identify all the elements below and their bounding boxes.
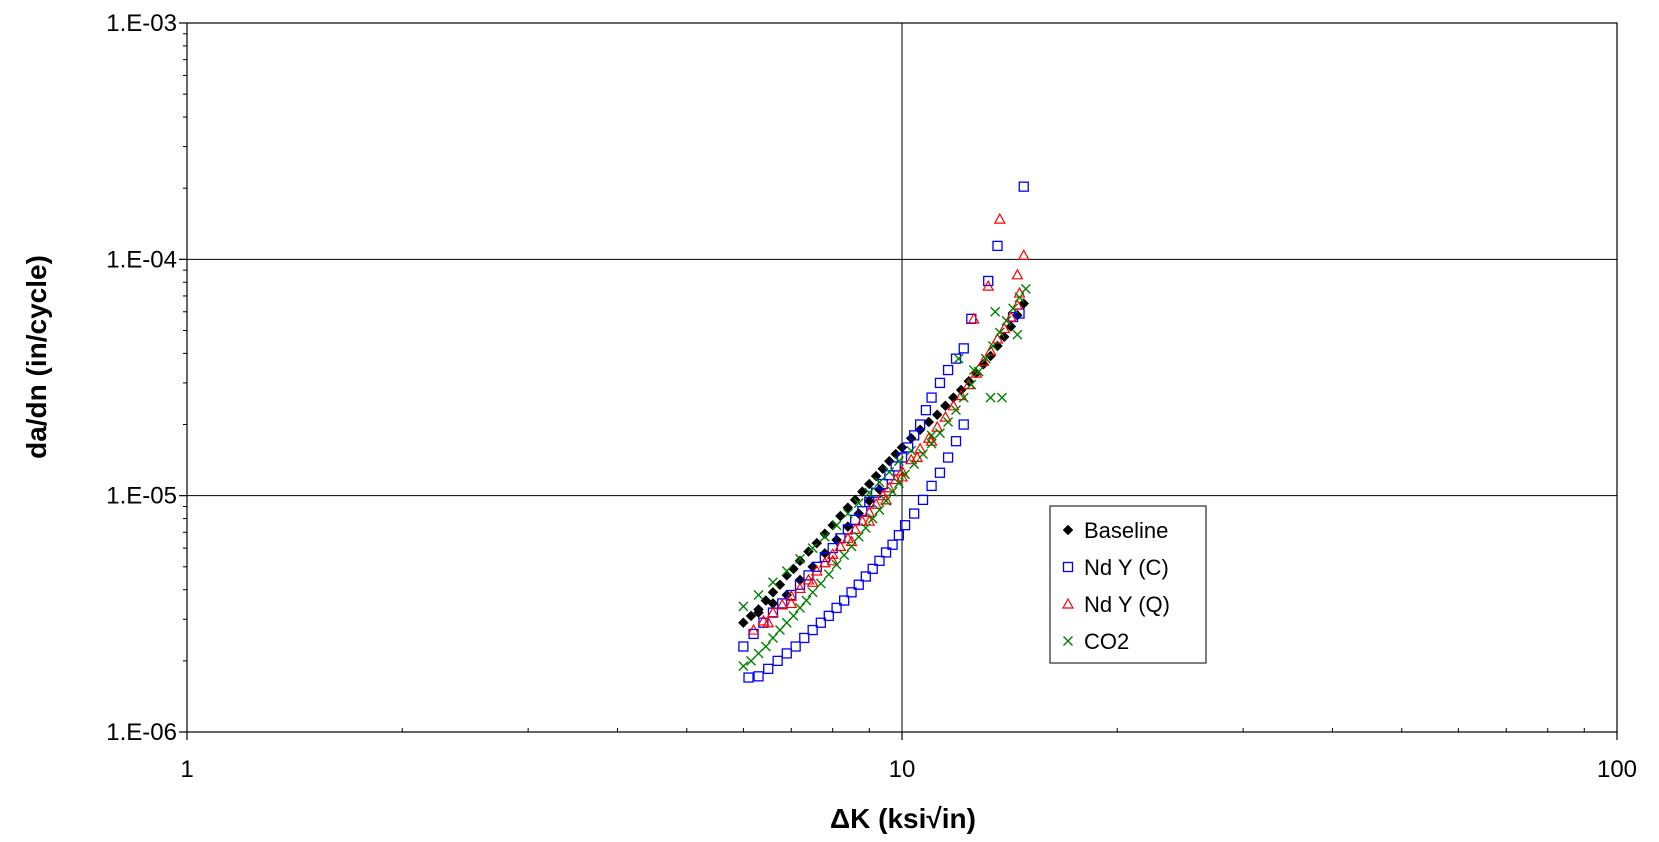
y-tick-label: 1.E-04 <box>106 246 177 273</box>
x-tick-label: 1 <box>180 756 193 783</box>
legend-label: Nd Y (Q) <box>1084 592 1170 617</box>
legend-label: CO2 <box>1084 629 1129 654</box>
y-tick-label: 1.E-06 <box>106 719 177 746</box>
y-axis-title: da/dn (in/cycle) <box>21 255 52 459</box>
x-tick-label: 100 <box>1597 756 1637 783</box>
x-tick-label: 10 <box>889 756 916 783</box>
y-tick-label: 1.E-03 <box>106 10 177 37</box>
legend-label: Nd Y (C) <box>1084 555 1169 580</box>
legend-label: Baseline <box>1084 518 1168 543</box>
x-axis-title: ΔK (ksi√in) <box>830 803 976 834</box>
y-tick-label: 1.E-05 <box>106 483 177 510</box>
legend: Baseline Nd Y (C) Nd Y (Q) CO2 <box>1050 506 1206 663</box>
